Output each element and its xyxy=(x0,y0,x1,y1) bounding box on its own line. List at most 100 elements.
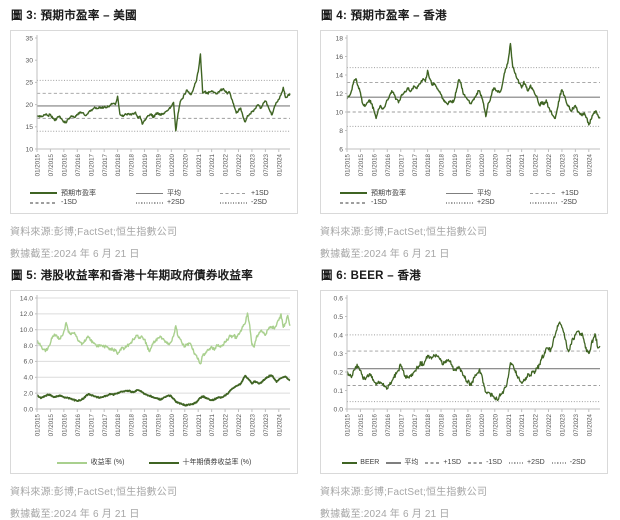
y-tick-label: 12 xyxy=(335,91,343,98)
x-tick-label: 01/2023 xyxy=(250,153,257,176)
figure-4-title: 圖 4: 預期市盈率 – 香港 xyxy=(321,10,447,22)
legend-label: +1SD xyxy=(443,459,462,467)
x-tick-label: 01/2019 xyxy=(142,153,149,176)
legend-swatch-avg xyxy=(386,462,402,464)
x-tick-label: 01/2023 xyxy=(560,413,567,436)
legend-swatch-dotted xyxy=(136,202,163,204)
x-tick-label: 01/2018 xyxy=(115,413,122,436)
legend-label: -2SD xyxy=(561,199,577,207)
x-tick-label: 07/2016 xyxy=(75,413,82,436)
legend-label: 預期市盈率 xyxy=(61,189,96,197)
y-tick-label: 15 xyxy=(25,124,33,131)
legend-label: +2SD xyxy=(527,459,545,467)
legend-swatch-dotted xyxy=(220,202,247,204)
x-tick-label: 01/2021 xyxy=(506,413,513,436)
figure-5-line-chart: 0.0 2.0 4.0 6.0 8.0 10.0 12.0 14.0 01/2015 07/201… xyxy=(20,295,291,436)
x-tick-label: 01/2024 xyxy=(586,413,593,436)
x-tick-label: 07/2015 xyxy=(48,153,55,176)
legend-item: 十年期債券收益率 (%) xyxy=(148,459,251,467)
x-tick-label: 01/2020 xyxy=(169,413,176,436)
figure-4-legend: 預期市盈率 平均 +1SD -1SD +2SD -2SD xyxy=(321,188,607,213)
x-tick-label: 07/2020 xyxy=(182,413,189,436)
x-tick-label: 07/2023 xyxy=(573,413,580,436)
x-tick-label: 01/2018 xyxy=(425,153,432,176)
y-tick-label: 2.0 xyxy=(24,390,34,397)
legend-item: -1SD xyxy=(340,199,446,207)
y-tick-label: 0.6 xyxy=(334,295,344,302)
legend-swatch-series-dark xyxy=(30,192,57,195)
legend-item: -2SD xyxy=(551,459,586,467)
figure-6-legend: BEER 平均 +1SD -1SD +2SD -2SD xyxy=(321,457,607,473)
x-tick-label: 01/2017 xyxy=(88,413,95,436)
legend-swatch-series-dark xyxy=(342,462,358,465)
x-tick-label: 01/2016 xyxy=(62,413,69,436)
x-tick-label: 01/2016 xyxy=(372,153,379,176)
legend-swatch-dashed xyxy=(530,192,557,195)
x-tick-label: 07/2023 xyxy=(263,413,270,436)
x-tick-label: 07/2017 xyxy=(412,413,419,436)
legend-swatch-series-dark xyxy=(148,462,179,465)
x-tick-label: 07/2020 xyxy=(492,413,499,436)
legend-item: 收益率 (%) xyxy=(56,459,125,467)
figure-3-title: 圖 3: 預期市盈率 – 美國 xyxy=(11,10,137,22)
y-tick-label: 35 xyxy=(25,35,33,42)
y-tick-label: 18 xyxy=(335,35,343,42)
legend-swatch-dotted xyxy=(446,202,473,204)
x-tick-label: 07/2022 xyxy=(546,153,553,176)
y-tick-label: 6.0 xyxy=(24,359,34,366)
legend-swatch-dashed xyxy=(30,202,57,204)
legend-swatch-series-light xyxy=(56,462,87,465)
x-tick-label: 07/2019 xyxy=(466,153,473,176)
x-tick-label: 01/2018 xyxy=(115,153,122,176)
legend-swatch-avg xyxy=(446,192,473,195)
x-tick-label: 07/2018 xyxy=(439,413,446,436)
x-tick-label: 07/2016 xyxy=(385,153,392,176)
y-tick-label: 30 xyxy=(25,58,33,65)
x-tick-label: 01/2024 xyxy=(586,153,593,176)
series-line-0 xyxy=(36,312,291,365)
y-tick-label: 14.0 xyxy=(20,295,33,302)
x-tick-label: 07/2017 xyxy=(102,153,109,176)
x-tick-label: 07/2015 xyxy=(358,413,365,436)
x-tick-label: 07/2015 xyxy=(48,413,55,436)
figure-panel-4: 圖 4: 預期市盈率 – 香港 6 8 10 12 14 16 18 01/2015 07/20… xyxy=(310,0,620,260)
x-tick-label: 07/2021 xyxy=(209,153,216,176)
x-tick-label: 01/2015 xyxy=(35,153,42,176)
x-tick-label: 01/2019 xyxy=(142,413,149,436)
legend-swatch-dashed xyxy=(468,462,484,464)
x-tick-label: 01/2023 xyxy=(560,153,567,176)
legend-item: 平均 xyxy=(446,190,530,198)
y-tick-label: 10.0 xyxy=(20,327,33,334)
x-tick-label: 07/2016 xyxy=(75,153,82,176)
figure-panel-3: 圖 3: 預期市盈率 – 美國 10 15 20 25 30 35 01/2015 07/20… xyxy=(0,0,310,260)
legend-label: 平均 xyxy=(477,189,491,197)
series-line-0 xyxy=(346,321,601,402)
figure-5-legend: 收益率 (%) 十年期債券收益率 (%) xyxy=(11,457,297,473)
x-tick-label: 01/2017 xyxy=(88,153,95,176)
legend-label: -1SD xyxy=(61,199,77,207)
legend-label: +2SD xyxy=(477,199,495,207)
figure-panel-5: 圖 5: 港股收益率和香港十年期政府債券收益率 0.0 2.0 4.0 6.0 8.0 1… xyxy=(0,260,310,520)
legend-label: -1SD xyxy=(486,459,503,467)
legend-label: -1SD xyxy=(371,199,387,207)
x-tick-label: 07/2021 xyxy=(519,413,526,436)
x-tick-label: 07/2019 xyxy=(156,153,163,176)
x-tick-label: 01/2017 xyxy=(398,413,405,436)
x-tick-label: 07/2022 xyxy=(236,153,243,176)
y-tick-label: 20 xyxy=(25,102,33,109)
x-tick-label: 01/2022 xyxy=(223,153,230,176)
y-tick-label: 14 xyxy=(335,72,343,79)
figure-4-chart-frame: 6 8 10 12 14 16 18 01/2015 07/2015 01/2016 07/2016… xyxy=(320,30,608,214)
legend-item: -2SD xyxy=(220,199,278,207)
series-line-0 xyxy=(346,42,601,126)
legend-label: +1SD xyxy=(561,189,579,197)
y-tick-label: 0.4 xyxy=(334,332,344,339)
legend-swatch-dashed xyxy=(340,202,367,204)
x-tick-label: 01/2021 xyxy=(196,413,203,436)
figure-3-legend: 預期市盈率 平均 +1SD -1SD +2SD -2SD xyxy=(11,188,297,213)
x-tick-label: 01/2015 xyxy=(345,413,352,436)
x-tick-label: 01/2016 xyxy=(372,413,379,436)
x-tick-label: 01/2020 xyxy=(479,413,486,436)
series-line-1 xyxy=(36,374,291,407)
